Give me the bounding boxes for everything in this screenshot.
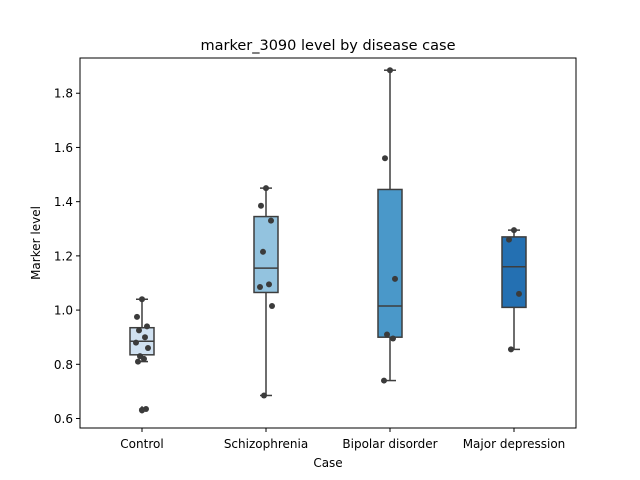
data-point: [508, 346, 514, 353]
x-tick-label: Control: [120, 437, 163, 451]
data-point: [516, 290, 522, 297]
y-axis: 0.6 0.8 1.0 1.2 1.4 1.6 1.8: [54, 87, 80, 426]
y-tick-label: 0.8: [54, 358, 73, 372]
x-tick-label: Schizophrenia: [224, 437, 308, 451]
y-axis-label: Marker level: [29, 206, 43, 280]
y-tick-label: 1.0: [54, 304, 73, 318]
data-point: [382, 155, 388, 162]
data-point: [384, 331, 390, 338]
y-tick-label: 1.4: [54, 195, 73, 209]
y-tick-label: 1.8: [54, 87, 73, 101]
x-tick-label: Bipolar disorder: [342, 437, 437, 451]
boxes-layer: [129, 69, 527, 414]
data-point: [266, 281, 272, 288]
data-point: [263, 185, 269, 192]
data-point: [511, 227, 517, 234]
box: [253, 215, 279, 294]
x-tick-label: Major depression: [463, 437, 566, 451]
chart-title: marker_3090 level by disease case: [201, 38, 456, 54]
data-point: [258, 202, 264, 209]
data-point: [135, 358, 141, 365]
data-point: [381, 377, 387, 384]
data-point: [390, 335, 396, 342]
x-axis: Control Schizophrenia Bipolar disorder Majo…: [120, 428, 565, 451]
data-point: [387, 67, 393, 74]
y-tick-label: 0.6: [54, 412, 73, 426]
data-point: [392, 275, 398, 282]
y-tick-label: 1.6: [54, 141, 73, 155]
data-point: [139, 407, 145, 414]
box: [501, 236, 527, 309]
data-point: [139, 296, 145, 303]
data-point: [261, 392, 267, 399]
y-tick-label: 1.2: [54, 249, 73, 263]
box: [377, 188, 403, 338]
data-point: [268, 217, 274, 224]
box-group: [377, 69, 403, 382]
data-point: [257, 284, 263, 291]
data-point: [260, 248, 266, 255]
x-axis-label: Case: [313, 456, 342, 470]
data-point: [144, 323, 150, 330]
data-point: [269, 303, 275, 310]
plot-frame: [79, 57, 577, 429]
data-point: [133, 339, 139, 346]
data-point: [136, 327, 142, 334]
data-point: [145, 345, 151, 352]
data-point: [506, 236, 512, 243]
box-group: [501, 229, 527, 351]
data-point: [141, 355, 147, 362]
data-point: [142, 334, 148, 341]
points-layer: [133, 67, 522, 414]
data-point: [134, 313, 140, 320]
